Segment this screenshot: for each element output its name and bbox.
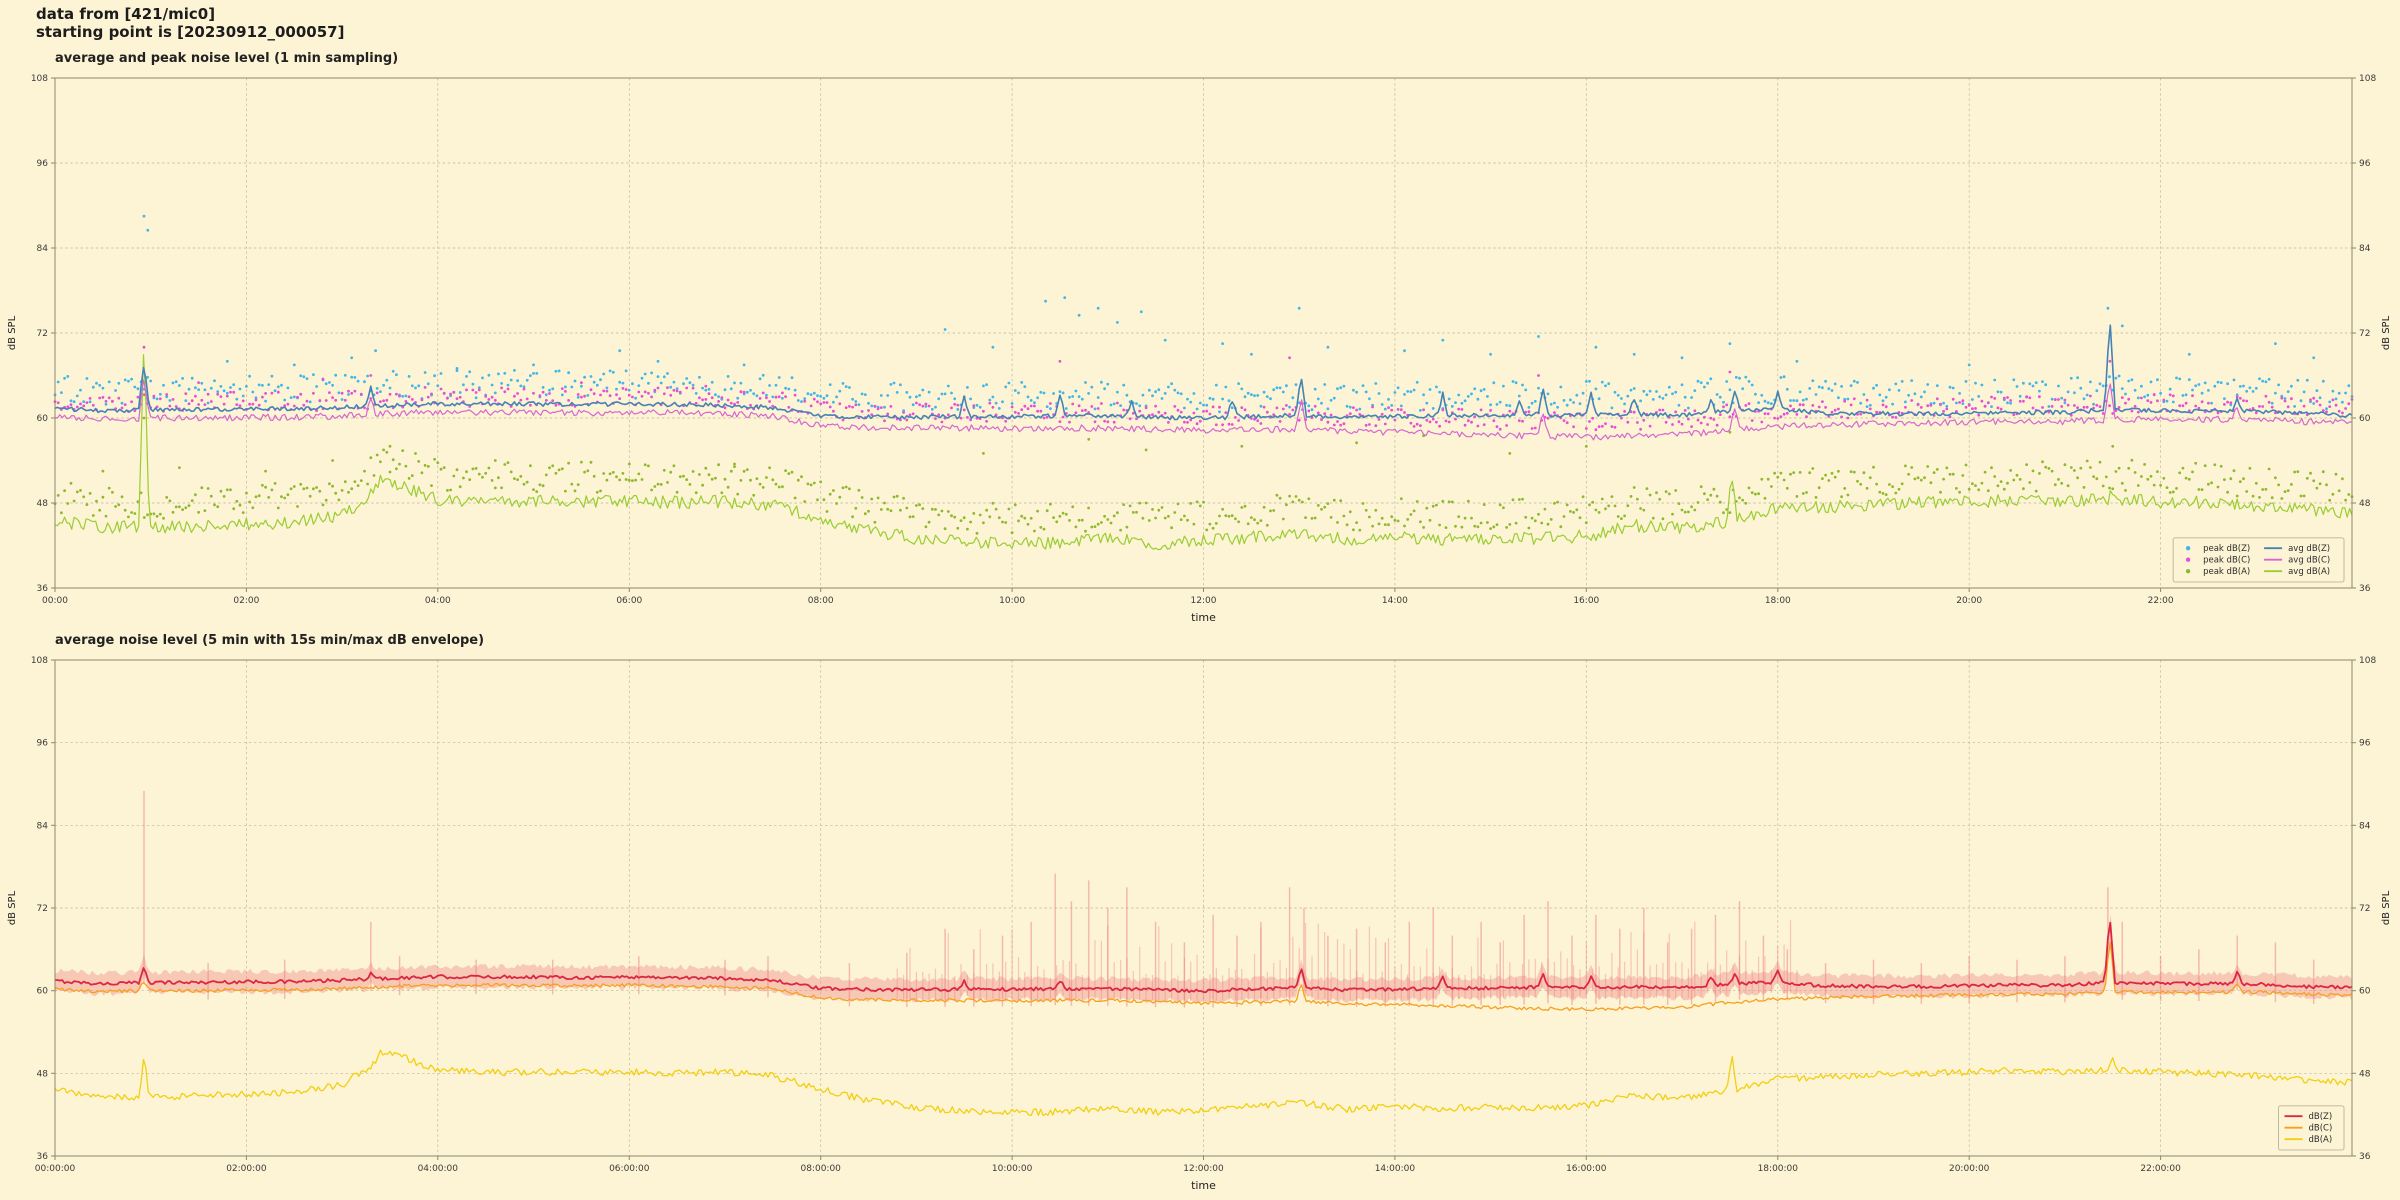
- y-tick-label: 108: [31, 74, 48, 84]
- y-tick-label-right: 48: [2359, 499, 2371, 509]
- y-tick-label-right: 72: [2359, 329, 2370, 339]
- x-tick-label: 14:00:00: [1375, 1164, 1416, 1174]
- x-tick-label: 12:00: [1191, 596, 1217, 606]
- x-tick-label: 22:00:00: [2140, 1164, 2181, 1174]
- y-tick-label: 36: [37, 1152, 49, 1162]
- y-tick-label-right: 96: [2359, 739, 2371, 749]
- bottom-chart-canvas: 36 36 48 48 60 60 72 72 84 84 96 96 108 108 00:00:00 02…: [7, 656, 2392, 1192]
- legend-label: avg dB(Z): [2288, 544, 2330, 554]
- y-tick-label-right: 60: [2359, 987, 2371, 997]
- header-line-2: starting point is [20230912_000057]: [36, 23, 345, 41]
- legend-label: dB(A): [2309, 1135, 2333, 1145]
- chart2-title: average noise level (5 min with 15s min/…: [55, 633, 485, 648]
- x-tick-label: 04:00:00: [418, 1164, 459, 1174]
- x-tick-label: 18:00: [1765, 596, 1791, 606]
- y-tick-label-right: 108: [2359, 74, 2376, 84]
- legend-marker-dot: [2185, 546, 2191, 551]
- x-tick-label: 18:00:00: [1758, 1164, 1799, 1174]
- legend-label: avg dB(C): [2288, 556, 2330, 566]
- series-dB(A): [54, 1049, 2353, 1117]
- legend: dB(Z) dB(C)dB(A): [2278, 1105, 2345, 1151]
- envelope: [55, 790, 2352, 1008]
- series-avg dB(A): [54, 354, 2353, 551]
- legend-label: avg dB(A): [2288, 567, 2330, 577]
- x-tick-label: 02:00:00: [226, 1164, 267, 1174]
- grid: [54, 77, 2352, 589]
- y-axis-label-left: dB SPL: [7, 890, 18, 925]
- x-tick-label: 16:00:00: [1566, 1164, 1607, 1174]
- y-tick-label: 48: [37, 1069, 49, 1079]
- x-tick-label: 00:00: [42, 596, 68, 606]
- y-tick-label: 60: [37, 414, 49, 424]
- y-tick-label: 96: [37, 159, 49, 169]
- y-tick-label: 84: [37, 821, 49, 831]
- legend-marker-dot: [2185, 557, 2191, 562]
- y-tick-label-right: 96: [2359, 159, 2371, 169]
- legend-label: peak dB(Z): [2203, 544, 2250, 554]
- series-dB(Z): [55, 921, 2353, 994]
- y-tick-label-right: 36: [2359, 1152, 2371, 1162]
- y-tick-label: 36: [37, 584, 49, 594]
- series-dB(C): [54, 941, 2353, 1012]
- legend-marker-dot: [2185, 569, 2191, 574]
- x-tick-label: 14:00: [1382, 596, 1408, 606]
- x-tick-label: 12:00:00: [1183, 1164, 1224, 1174]
- x-tick-label: 22:00: [2148, 596, 2174, 606]
- legend-label: peak dB(C): [2203, 556, 2250, 566]
- series-peak dB(A): [53, 416, 2354, 535]
- x-tick-label: 02:00: [233, 596, 259, 606]
- x-axis-label: time: [1191, 611, 1216, 624]
- y-tick-label-right: 84: [2359, 821, 2371, 831]
- y-tick-label-right: 36: [2359, 584, 2371, 594]
- x-tick-label: 10:00:00: [992, 1164, 1033, 1174]
- header-line-1: data from [421/mic0]: [36, 5, 216, 23]
- x-tick-label: 20:00: [1956, 596, 1982, 606]
- x-tick-label: 06:00: [616, 596, 642, 606]
- x-tick-label: 08:00:00: [800, 1164, 841, 1174]
- legend-label: peak dB(A): [2203, 567, 2250, 577]
- chart1-title: average and peak noise level (1 min samp…: [55, 51, 399, 66]
- x-tick-label: 10:00: [999, 596, 1025, 606]
- y-tick-label: 72: [37, 904, 48, 914]
- y-tick-label-right: 108: [2359, 656, 2376, 666]
- x-tick-label: 04:00: [425, 596, 451, 606]
- y-tick-label-right: 72: [2359, 904, 2370, 914]
- y-tick-label: 96: [37, 739, 49, 749]
- x-tick-label: 00:00:00: [35, 1164, 76, 1174]
- y-tick-label: 72: [37, 329, 48, 339]
- y-tick-label-right: 60: [2359, 414, 2371, 424]
- y-tick-label-right: 48: [2359, 1069, 2371, 1079]
- x-axis-label: time: [1191, 1179, 1216, 1192]
- axis-ticks-and-labels: 36 36 48 48 60 60 72 72 84 84 96 96 108 108 00:00 02:00…: [31, 74, 2377, 606]
- y-tick-label-right: 84: [2359, 244, 2371, 254]
- y-axis-label-right: dB SPL: [2381, 315, 2392, 350]
- x-tick-label: 16:00: [1573, 596, 1599, 606]
- axis-ticks-and-labels: 36 36 48 48 60 60 72 72 84 84 96 96 108 108 00:00:00 02…: [31, 656, 2377, 1174]
- series-avg dB(C): [54, 379, 2353, 441]
- y-tick-label: 108: [31, 656, 48, 666]
- legend: peak dB(Z) peak dB(C)peak dB(A) avg dB(Z) a…: [2172, 537, 2345, 583]
- x-tick-label: 08:00: [808, 596, 834, 606]
- y-axis-label-right: dB SPL: [2381, 890, 2392, 925]
- x-tick-label: 06:00:00: [609, 1164, 650, 1174]
- y-tick-label: 48: [37, 499, 49, 509]
- grid: [54, 659, 2352, 1157]
- series-avg dB(Z): [54, 324, 2353, 421]
- top-chart-canvas: 36 36 48 48 60 60 72 72 84 84 96 96 108 108 00:00 02:00…: [7, 74, 2392, 624]
- y-axis-label-left: dB SPL: [7, 315, 18, 350]
- x-tick-label: 20:00:00: [1949, 1164, 1990, 1174]
- y-tick-label: 60: [37, 987, 49, 997]
- y-tick-label: 84: [37, 244, 49, 254]
- legend-label: dB(Z): [2309, 1112, 2333, 1122]
- legend-label: dB(C): [2309, 1124, 2333, 1134]
